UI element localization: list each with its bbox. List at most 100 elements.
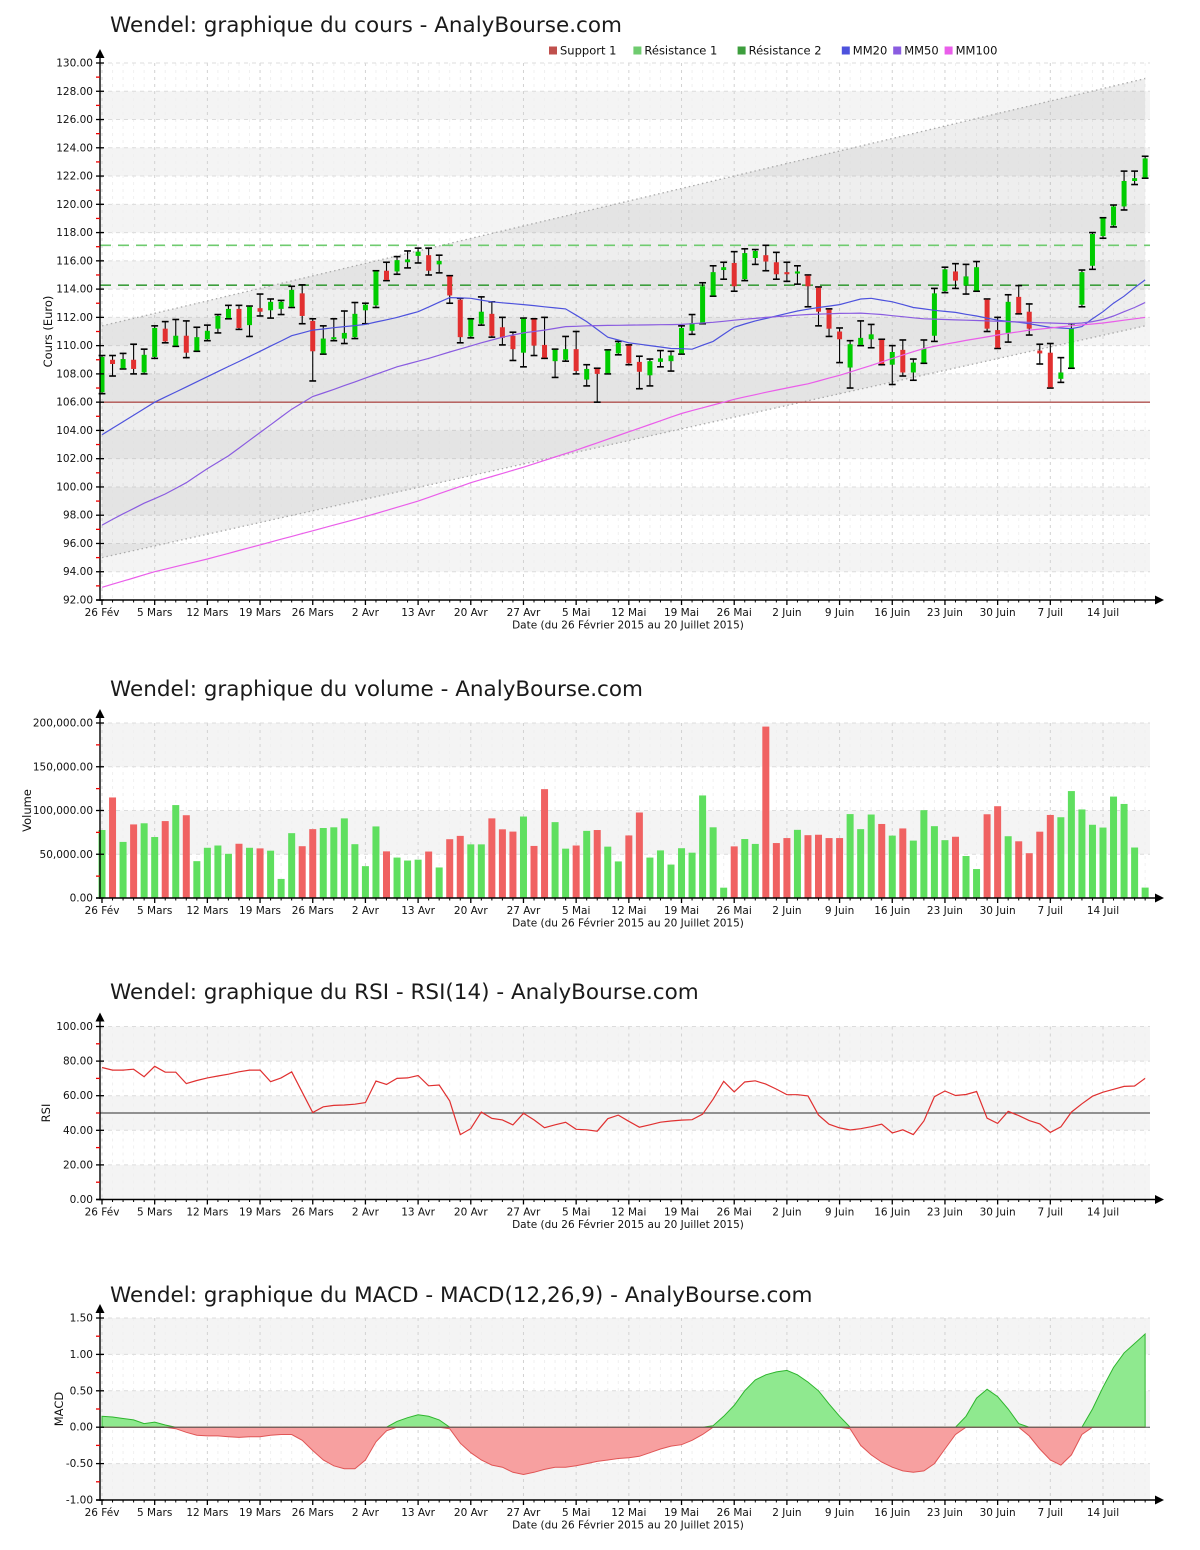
ma-line-mm50 — [101, 301, 1146, 526]
panel-rsi: 0.00 20.00 40.00 60.00 80.00 100.00 RSI 26 Fév 5… — [39, 1012, 1164, 1231]
y-axis-arrow-volume — [95, 709, 105, 718]
x-axis-arrow-rsi — [1155, 1195, 1164, 1204]
candle-13 — [235, 304, 243, 331]
candle-43 — [551, 348, 559, 379]
candle-73 — [867, 323, 875, 349]
volume-bar-27 — [382, 851, 390, 898]
volume-bar-43 — [551, 822, 559, 898]
band-volume-3 — [100, 723, 1150, 767]
legend-label-0: Support 1 — [560, 44, 616, 58]
x-tick-label: 27 Avr — [507, 1207, 541, 1219]
y-tick-label: 106.00 — [56, 397, 93, 409]
x-tick-label: 5 Mars — [137, 1507, 172, 1519]
y-tick-label: 20.00 — [63, 1159, 93, 1171]
y-tick-label: 98.00 — [63, 510, 93, 522]
x-axis-arrow-cours — [1155, 595, 1164, 605]
y-tick-label: 124.00 — [56, 142, 93, 154]
y-tick-label: 130.00 — [56, 58, 93, 70]
volume-bar-20 — [309, 829, 317, 898]
x-tick-label: 13 Avr — [401, 905, 435, 917]
x-tick-label: 23 Juin — [927, 607, 963, 619]
volume-bar-11 — [214, 845, 222, 898]
volume-bar-89 — [1036, 831, 1044, 898]
panel-volume: 0.00 50,000.00 100,000.00 150,000.00 200,000… — [20, 709, 1164, 930]
band-cours-3 — [100, 486, 1150, 516]
volume-bar-24 — [351, 844, 359, 898]
candle-18 — [288, 285, 296, 309]
x-tick-label: 12 Mars — [186, 905, 228, 917]
x-tick-label: 19 Mai — [664, 607, 699, 619]
x-tick-label: 12 Mai — [611, 1507, 646, 1519]
candle-97 — [1120, 170, 1128, 211]
volume-bar-45 — [572, 845, 580, 898]
y-tick-label: 126.00 — [56, 114, 93, 126]
x-tick-label: 20 Avr — [454, 607, 488, 619]
x-tick-label: 7 Juil — [1038, 607, 1064, 619]
candle-5 — [151, 325, 159, 360]
volume-bar-21 — [319, 828, 327, 898]
volume-bar-93 — [1078, 809, 1086, 898]
candle-29 — [404, 250, 411, 269]
x-tick-label: 26 Mai — [717, 1507, 752, 1519]
band-macd-0 — [100, 1463, 1150, 1500]
y-tick-label: 112.00 — [56, 312, 93, 324]
volume-bar-61 — [741, 839, 749, 898]
y-axis-title-volume: Volume — [20, 789, 34, 832]
volume-bar-36 — [477, 844, 485, 898]
candle-36 — [477, 296, 485, 326]
candle-12 — [225, 304, 232, 320]
volume-bar-51 — [635, 812, 643, 898]
volume-bar-26 — [372, 826, 380, 898]
volume-bar-81 — [951, 836, 959, 898]
volume-bar-55 — [678, 848, 686, 898]
volume-bar-71 — [846, 814, 854, 898]
x-tick-label: 14 Juil — [1087, 1207, 1119, 1219]
x-tick-label: 12 Mai — [611, 607, 646, 619]
volume-bar-30 — [414, 859, 422, 898]
x-tick-label: 19 Mai — [664, 1507, 699, 1519]
candle-58 — [709, 264, 717, 297]
y-tick-label: 1.50 — [70, 1313, 93, 1325]
y-tick-label: 118.00 — [56, 227, 93, 239]
x-tick-label: 2 Avr — [352, 1207, 380, 1219]
candle-62 — [751, 248, 759, 266]
panel-cours: Support 1 Résistance 1 Résistance 2 MM20 MM5… — [41, 44, 1164, 632]
x-tick-label: 12 Mars — [186, 1507, 228, 1519]
ma-line-mm20 — [101, 279, 1146, 436]
panel-macd: -1.00 -0.50 0.00 0.50 1.00 1.50 MACD 26 Fév 5 Ma… — [52, 1304, 1164, 1532]
x-tick-label: 14 Juil — [1087, 1507, 1119, 1519]
y-tick-label: 96.00 — [63, 538, 93, 550]
candle-89 — [1036, 343, 1044, 365]
volume-bar-2 — [119, 841, 127, 898]
y-tick-label: 114.00 — [56, 284, 93, 296]
x-tick-label: 27 Avr — [507, 905, 541, 917]
candle-51 — [635, 355, 643, 390]
volume-bar-98 — [1131, 847, 1139, 898]
x-tick-label: 27 Avr — [507, 607, 541, 619]
candle-85 — [994, 316, 1002, 350]
band-macd-4 — [100, 1318, 1150, 1355]
y-tick-label: 94.00 — [63, 566, 93, 578]
x-tick-label: 30 Juin — [980, 1207, 1016, 1219]
x-tick-label: 27 Avr — [507, 1507, 541, 1519]
candle-46 — [583, 363, 591, 387]
candle-78 — [920, 339, 928, 365]
candle-98 — [1131, 170, 1139, 186]
volume-bar-22 — [330, 827, 338, 898]
candle-57 — [699, 281, 706, 325]
volume-bar-74 — [878, 823, 886, 898]
volume-bar-94 — [1088, 824, 1096, 898]
band-cours-5 — [100, 430, 1150, 459]
x-tick-label: 5 Mai — [562, 1507, 590, 1519]
candle-19 — [298, 284, 306, 325]
candle-90 — [1046, 342, 1054, 389]
x-tick-label: 30 Juin — [980, 1507, 1016, 1519]
candle-21 — [319, 325, 327, 355]
volume-bar-29 — [404, 860, 412, 898]
volume-bar-53 — [656, 850, 664, 898]
candle-39 — [509, 331, 517, 362]
candle-84 — [983, 298, 991, 333]
price-chart-title: Wendel: graphique du cours - AnalyBourse… — [110, 13, 622, 38]
y-tick-label: 120.00 — [56, 199, 93, 211]
candle-7 — [172, 318, 180, 348]
